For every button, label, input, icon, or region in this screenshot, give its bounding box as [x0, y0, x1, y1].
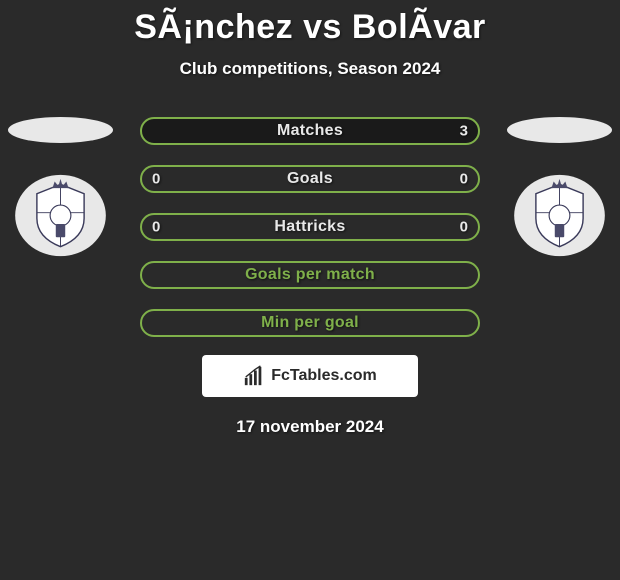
left-player-avatar	[8, 117, 113, 143]
attribution-text: FcTables.com	[271, 367, 377, 385]
stat-label: Goals	[287, 170, 333, 188]
stat-label: Matches	[277, 122, 343, 140]
stats-column: Matches 3 0 Goals 0 0 Hattricks 0 Goals per matc…	[140, 117, 480, 337]
attribution-badge: FcTables.com	[202, 355, 418, 397]
right-team-badge	[512, 173, 607, 258]
left-player-column	[8, 117, 113, 258]
stat-right-value: 0	[460, 171, 468, 188]
right-player-avatar	[507, 117, 612, 143]
main-area: Matches 3 0 Goals 0 0 Hattricks 0 Goals per matc…	[0, 117, 620, 437]
stat-left-value: 0	[152, 219, 160, 236]
stat-left-value: 0	[152, 171, 160, 188]
footer-date: 17 november 2024	[0, 417, 620, 437]
stat-row: Min per goal	[140, 309, 480, 337]
stat-row: Goals per match	[140, 261, 480, 289]
stat-row: Matches 3	[140, 117, 480, 145]
stat-label: Hattricks	[274, 218, 345, 236]
stat-right-value: 0	[460, 219, 468, 236]
page-title: SÃ¡nchez vs BolÃ­var	[0, 8, 620, 47]
stat-right-value: 3	[460, 123, 468, 140]
stat-label: Min per goal	[261, 314, 359, 332]
attribution-logo-icon	[243, 365, 265, 387]
stat-row: 0 Hattricks 0	[140, 213, 480, 241]
page-subtitle: Club competitions, Season 2024	[0, 59, 620, 79]
left-team-badge	[13, 173, 108, 258]
stat-label: Goals per match	[245, 266, 375, 284]
stat-row: 0 Goals 0	[140, 165, 480, 193]
right-player-column	[507, 117, 612, 258]
